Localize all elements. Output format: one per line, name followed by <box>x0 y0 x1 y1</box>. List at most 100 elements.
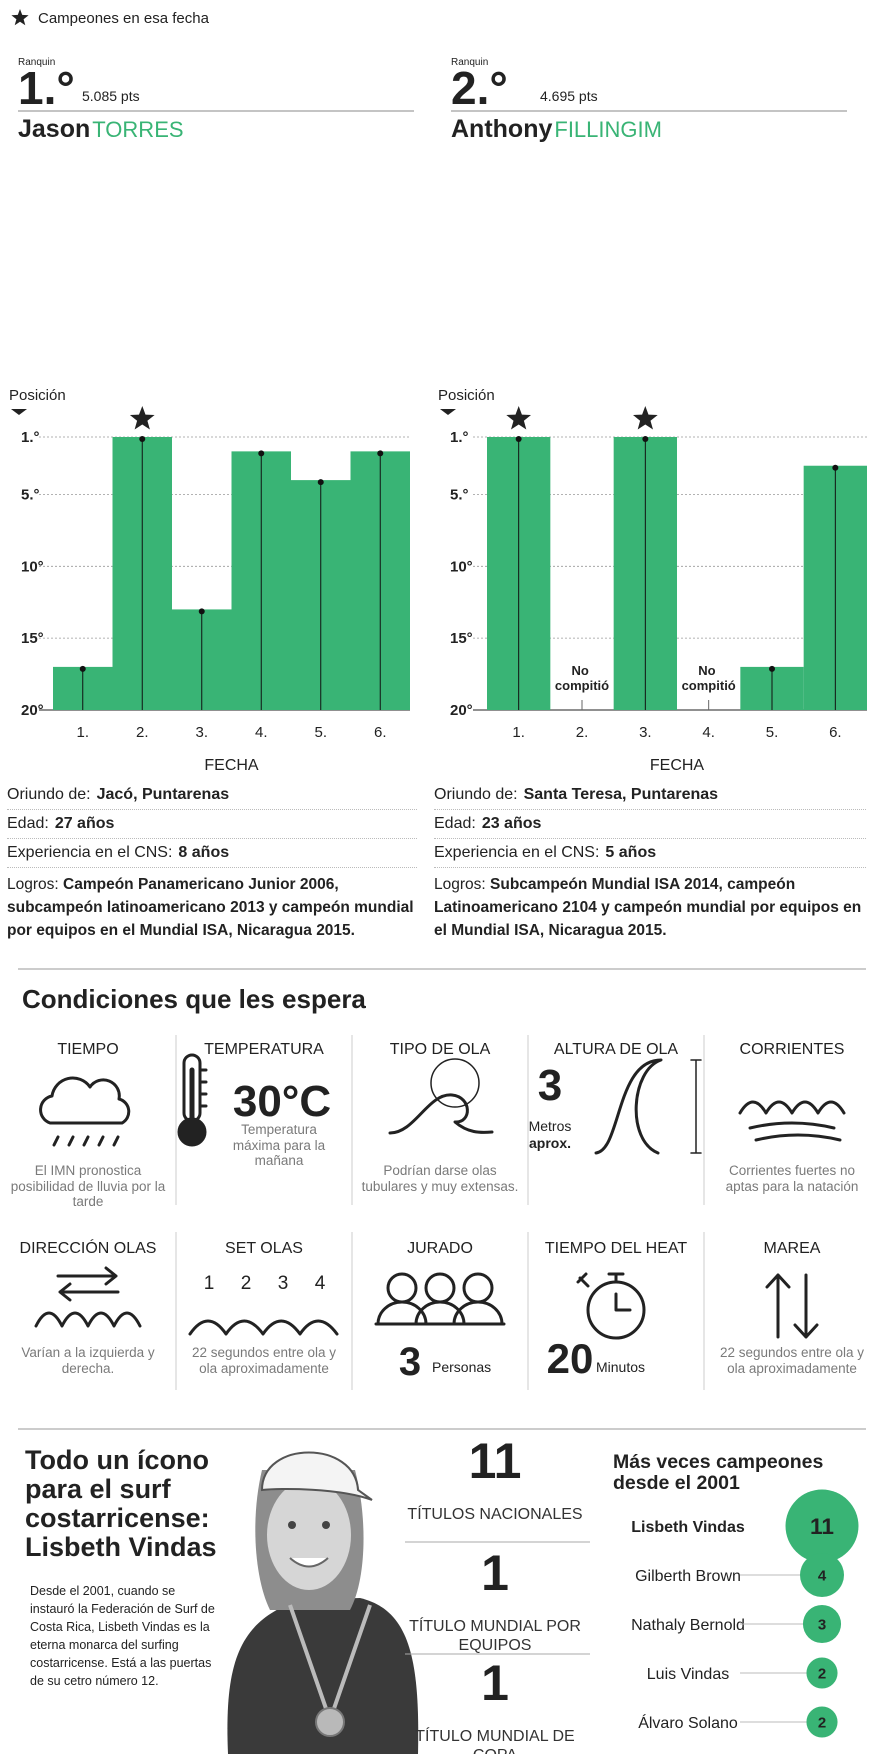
condition-description: 22 segundos entre ola y ola aproximadame… <box>191 1345 337 1376</box>
icon-shape <box>430 1058 480 1108</box>
first-name: Jason <box>18 115 90 143</box>
icon-label: 3 <box>278 1273 289 1294</box>
y-axis-label: Posición <box>9 387 66 404</box>
value-label: No compitió <box>555 663 609 693</box>
bubble <box>802 1604 842 1644</box>
x-tick-label: 6. <box>829 724 842 741</box>
condition-icon <box>594 1058 702 1155</box>
condition-icon <box>188 1319 339 1336</box>
rank-label: Ranquin <box>451 57 488 68</box>
x-tick-label: 2. <box>136 724 149 741</box>
info-row: Oriundo de: Jacó, Puntarenas <box>7 781 417 810</box>
y-tick-label: 10° <box>450 558 473 575</box>
condition-icon <box>765 1273 819 1339</box>
rank: 2.° <box>451 62 508 114</box>
y-tick-label: 20° <box>450 702 473 719</box>
info-row: Edad: 23 años <box>434 810 866 839</box>
condition-unit: Minutos <box>596 1359 645 1375</box>
champion-star <box>506 406 531 430</box>
y-axis-arrow <box>11 409 27 415</box>
profile-text: Desde el 2001, cuando se instauró la Fed… <box>30 1584 215 1688</box>
info-value: Jacó, Puntarenas <box>96 786 230 803</box>
bubble <box>785 1489 859 1563</box>
condition-icon <box>388 1058 494 1135</box>
info-label: Experiencia en el CNS: <box>434 844 600 861</box>
icon-shape <box>34 1311 142 1328</box>
info-value: Santa Teresa, Puntarenas <box>523 786 719 803</box>
bubble <box>806 1706 838 1738</box>
position-dot <box>515 436 522 442</box>
y-tick-label: 5.° <box>21 486 40 503</box>
y-tick-label: 1.° <box>450 429 469 446</box>
info-row: Experiencia en el CNS: 8 años <box>7 839 417 868</box>
x-tick-label: 1. <box>512 724 525 741</box>
position-dot <box>198 608 205 615</box>
condition-title: SET OLAS <box>225 1240 303 1257</box>
info-label: Logros: <box>434 876 486 893</box>
info-label: Oriundo de: <box>434 786 518 803</box>
position-dot <box>139 436 146 442</box>
condition-value: 20 <box>547 1335 594 1382</box>
info-label: Logros: <box>7 876 59 893</box>
condition-icon <box>34 1266 142 1328</box>
value-label-line: No <box>572 663 593 678</box>
icon-shape <box>52 1135 120 1147</box>
bubble-value: 3 <box>818 1616 826 1633</box>
condition-icon <box>374 1272 506 1326</box>
position-dot <box>832 464 839 471</box>
points: 4.695 pts <box>540 88 598 104</box>
first-name: Anthony <box>451 115 552 143</box>
info-row: Oriundo de: Santa Teresa, Puntarenas <box>434 781 866 810</box>
condition-title: JURADO <box>407 1240 473 1257</box>
y-tick-label: 20° <box>21 702 44 719</box>
photo-eye <box>288 1521 296 1529</box>
icon-shape <box>738 1100 846 1115</box>
y-tick-label: 15° <box>450 630 473 647</box>
photo-shirt <box>227 1598 419 1754</box>
x-tick-label: 4. <box>255 724 268 741</box>
bubble <box>800 1553 844 1597</box>
x-tick-label: 6. <box>374 724 387 741</box>
x-tick-label: 5. <box>766 724 779 741</box>
champion-star <box>633 406 658 430</box>
condition-description: 22 segundos entre ola y ola aproximadame… <box>719 1345 865 1376</box>
condition-title: TIEMPO <box>57 1041 118 1058</box>
legend-label: Campeones en esa fecha <box>38 10 210 27</box>
y-tick-label: 15° <box>21 630 44 647</box>
photo-cap <box>260 1451 373 1501</box>
photo-medal <box>315 1707 345 1737</box>
stat-value: 1 <box>481 1655 509 1711</box>
condition-icon <box>177 1053 208 1147</box>
info-row: Logros: Subcampeón Mundial ISA 2014, cam… <box>434 868 866 942</box>
bubble-value: 2 <box>818 1714 826 1731</box>
position-dot <box>769 665 775 672</box>
condition-description: Corrientes fuertes no aptas para la nata… <box>725 1163 859 1194</box>
section-title: Condiciones que les espera <box>22 984 366 1014</box>
condition-title: TIPO DE OLA <box>390 1041 491 1058</box>
icon-label: 2 <box>241 1273 252 1294</box>
icon-shape <box>594 1058 663 1155</box>
last-name: FILLINGIM <box>554 117 662 142</box>
photo-face <box>267 1480 351 1590</box>
info-block: Oriundo de: Santa Teresa, Puntarenas Edad:… <box>434 781 866 942</box>
info-row: Experiencia en el CNS: 5 años <box>434 839 866 868</box>
info-label: Edad: <box>434 815 476 832</box>
bubble-value: 4 <box>818 1567 827 1584</box>
condition-unit-note: aprox. <box>529 1135 571 1151</box>
position-dot <box>79 665 86 672</box>
x-tick-label: 4. <box>702 724 715 741</box>
rank-label: Ranquin <box>18 57 55 68</box>
icon-shape <box>748 1121 842 1142</box>
icon-shape <box>188 1319 339 1336</box>
y-axis-label: Posición <box>438 387 495 404</box>
bubble-name: Luis Vindas <box>647 1666 729 1683</box>
info-value: Campeón Panamericano Junior 2006, subcam… <box>7 876 414 939</box>
y-tick-label: 5.° <box>450 486 469 503</box>
value-label-line: compitió <box>682 678 736 693</box>
surfer-name: JasonTORRES <box>18 115 184 143</box>
photo <box>227 1451 419 1754</box>
icon-shape <box>424 1272 456 1304</box>
points: 5.085 pts <box>82 88 140 104</box>
